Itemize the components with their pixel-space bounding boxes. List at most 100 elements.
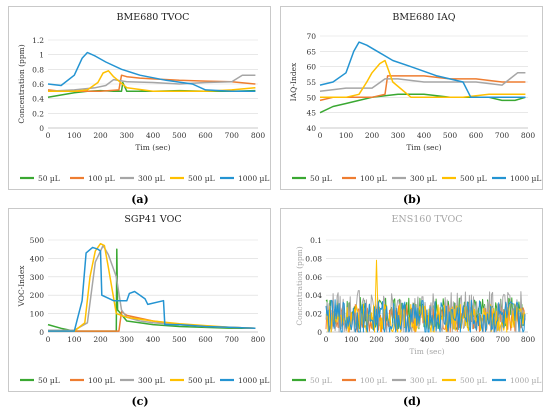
x-tick-label: 200 [369, 335, 384, 344]
x-tick-label: 600 [198, 335, 213, 344]
x-axis-label: Tim (sec) [135, 143, 170, 152]
legend-label: 300 µL [410, 376, 437, 385]
legend-label: 500 µL [460, 376, 487, 385]
y-tick-label: 300 [30, 273, 45, 282]
series-line [325, 299, 526, 333]
y-tick-label: 0.6 [32, 80, 44, 89]
y-tick-label: 50 [306, 93, 316, 102]
x-tick-label: 700 [496, 335, 511, 344]
subfigure-label-a: (a) [131, 193, 149, 206]
y-tick-label: 0.2 [32, 109, 44, 118]
x-tick-label: 800 [251, 131, 266, 140]
legend-label: 300 µL [138, 174, 165, 183]
x-tick-label: 500 [172, 131, 187, 140]
y-tick-label: 0.4 [32, 95, 44, 104]
legend-label: 100 µL [360, 174, 387, 183]
chart-title: ENS160 TVOC [392, 214, 463, 225]
x-tick-label: 100 [339, 131, 354, 140]
y-axis-label: IAQ-Index [289, 62, 298, 101]
legend-label: 50 µL [38, 174, 60, 183]
series-line [47, 74, 256, 93]
x-tick-label: 100 [67, 335, 82, 344]
legend-label: 1000 µL [510, 174, 541, 183]
x-tick-label: 400 [146, 131, 161, 140]
x-tick-label: 600 [198, 131, 213, 140]
x-tick-label: 700 [495, 131, 510, 140]
y-tick-label: 0.1 [310, 236, 322, 245]
y-tick-label: 55 [306, 78, 316, 87]
x-tick-label: 500 [445, 335, 460, 344]
y-tick-label: 0 [39, 124, 44, 133]
chart-title: BME680 IAQ [392, 12, 455, 23]
x-tick-label: 600 [470, 335, 485, 344]
x-tick-label: 0 [324, 335, 329, 344]
y-tick-label: 0.02 [305, 310, 322, 319]
series-line [319, 41, 526, 99]
y-tick-label: 200 [30, 291, 45, 300]
x-tick-label: 0 [318, 131, 323, 140]
y-tick-label: 0.04 [305, 291, 322, 300]
y-tick-label: 500 [30, 236, 45, 245]
x-tick-label: 800 [521, 131, 536, 140]
y-tick-label: 100 [30, 310, 45, 319]
x-tick-label: 400 [417, 131, 432, 140]
legend-label: 300 µL [410, 174, 437, 183]
x-tick-label: 800 [251, 335, 266, 344]
y-tick-label: 1 [39, 51, 44, 60]
legend-label: 1000 µL [238, 376, 269, 385]
legend-label: 500 µL [460, 174, 487, 183]
series-line [48, 246, 256, 332]
x-tick-label: 800 [521, 335, 536, 344]
y-tick-label: 0.06 [305, 273, 322, 282]
x-tick-label: 500 [443, 131, 458, 140]
x-tick-label: 300 [391, 131, 406, 140]
y-tick-label: 0 [317, 328, 322, 337]
y-axis-label: Concentration (ppm) [17, 44, 26, 123]
subfigure-label-c: (c) [131, 395, 149, 408]
chart-title: SGP41 VOC [124, 214, 181, 225]
x-tick-label: 400 [420, 335, 435, 344]
x-tick-label: 400 [146, 335, 161, 344]
y-tick-label: 45 [306, 109, 316, 118]
y-tick-label: 65 [306, 47, 316, 56]
y-tick-label: 40 [306, 124, 316, 133]
x-tick-label: 200 [93, 335, 108, 344]
subfigure-label-b: (b) [402, 193, 422, 206]
legend-label: 1000 µL [238, 174, 269, 183]
series-line [319, 93, 526, 114]
legend-label: 50 µL [310, 174, 332, 183]
x-tick-label: 300 [120, 131, 135, 140]
x-axis-label: Tim (sec) [409, 347, 444, 356]
series-line [320, 59, 526, 99]
chart-c-frame [8, 208, 271, 392]
series-line [48, 242, 256, 332]
x-tick-label: 100 [344, 335, 359, 344]
y-axis-label: VOC-Index [17, 265, 26, 308]
x-axis-label: Tim (sec) [406, 143, 441, 152]
chart-d-frame [280, 208, 543, 392]
x-tick-label: 300 [395, 335, 410, 344]
legend-label: 500 µL [188, 174, 215, 183]
x-tick-label: 200 [365, 131, 380, 140]
legend-label: 500 µL [188, 376, 215, 385]
legend-label: 50 µL [310, 376, 332, 385]
x-tick-label: 600 [469, 131, 484, 140]
x-tick-label: 0 [46, 335, 51, 344]
series-line [48, 70, 256, 93]
y-tick-label: 0 [39, 328, 44, 337]
legend-label: 100 µL [88, 376, 115, 385]
chart-a-frame [8, 6, 271, 190]
legend-label: 1000 µL [510, 376, 541, 385]
y-axis-label: Concentration (ppm) [295, 246, 304, 325]
y-tick-label: 0.8 [32, 65, 44, 74]
x-tick-label: 100 [67, 131, 82, 140]
y-tick-label: 70 [306, 32, 316, 41]
y-tick-label: 1.2 [32, 36, 44, 45]
x-tick-label: 300 [120, 335, 135, 344]
legend-label: 100 µL [88, 174, 115, 183]
x-tick-label: 500 [172, 335, 187, 344]
